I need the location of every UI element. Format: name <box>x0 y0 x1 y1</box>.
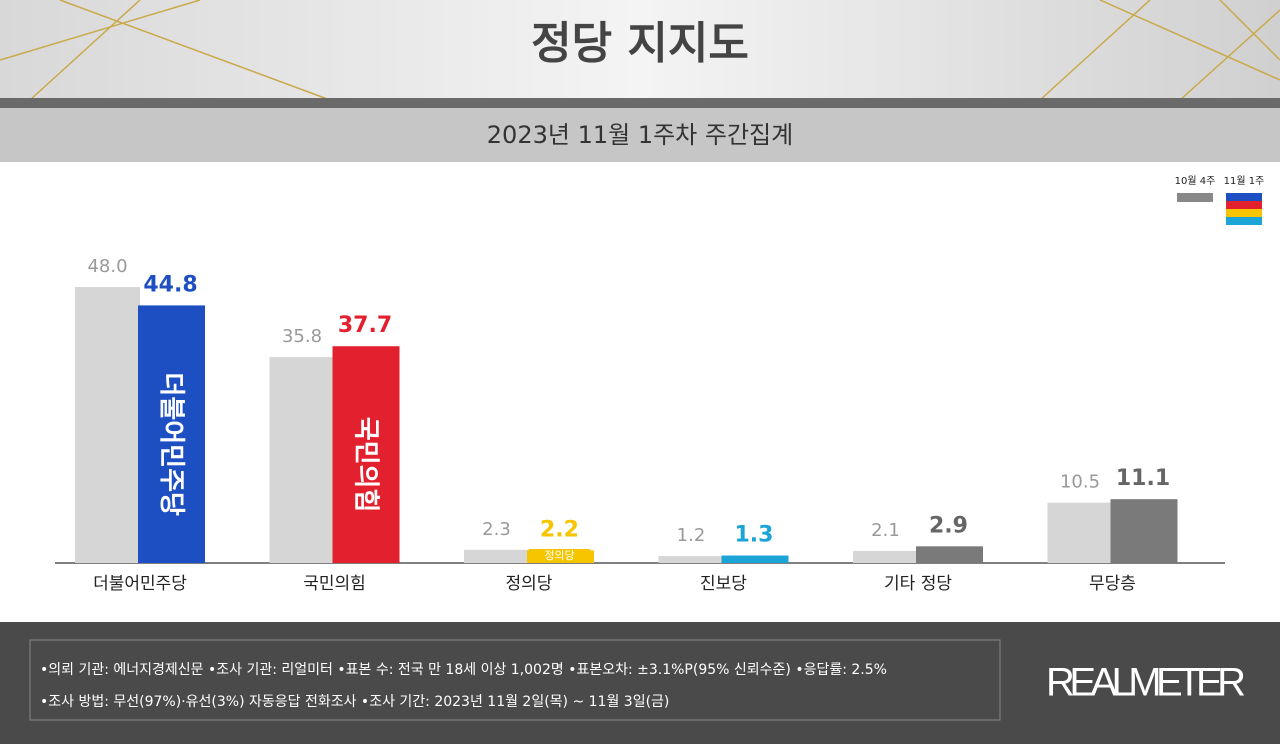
bar <box>138 305 205 563</box>
value-label: 10.5 <box>1060 472 1100 493</box>
value-label: 2.9 <box>929 513 968 538</box>
bar <box>464 549 529 563</box>
x-tick-label: 더불어민주당 <box>93 574 187 594</box>
x-tick-label: 진보당 <box>700 574 747 594</box>
bar <box>75 287 140 563</box>
bar <box>332 346 400 563</box>
bar <box>1110 499 1178 563</box>
x-tick-label: 무당층 <box>1089 574 1136 594</box>
chart-subtitle: 2023년 11월 1주차 주간집계 <box>487 121 793 149</box>
legend-swatch <box>1226 217 1262 225</box>
legend-label: 11월 1주 <box>1224 175 1265 187</box>
brand: REALMETER <box>1046 661 1246 705</box>
value-label: 2.3 <box>482 519 511 540</box>
x-tick-label: 기타 정당 <box>884 574 952 594</box>
value-label: 44.8 <box>143 272 197 297</box>
x-tick-label: 정의당 <box>506 574 553 594</box>
value-label: 1.2 <box>677 525 706 546</box>
legend-swatch <box>1226 201 1262 209</box>
value-label: 1.3 <box>735 523 774 548</box>
legend-swatch <box>1226 193 1262 201</box>
bar <box>658 556 724 563</box>
bar <box>721 555 789 563</box>
x-tick-label: 국민의힘 <box>303 574 366 594</box>
footer-box <box>29 639 1001 721</box>
value-label: 11.1 <box>1116 466 1170 491</box>
value-label: 2.1 <box>871 520 900 541</box>
header-band <box>0 98 1280 108</box>
bar-logo: 더불어민주당 <box>156 372 186 516</box>
bar-logo: 국민의힘 <box>351 417 381 513</box>
subtitle-bg <box>0 108 1280 162</box>
legend-swatch <box>1226 209 1262 217</box>
note: •의뢰 기관: 에너지경제신문 •조사 기관: 리얼미터 •표본 수: 전국 만… <box>40 662 887 678</box>
bar-logo: 정의당 <box>544 549 574 562</box>
note: •조사 방법: 무선(97%)·유선(3%) 자동응답 전화조사 •조사 기간:… <box>40 694 669 710</box>
legend-label: 10월 4주 <box>1175 175 1216 187</box>
header-bg <box>0 0 1280 100</box>
bar <box>916 546 983 563</box>
value-label: 2.2 <box>540 517 579 542</box>
bar <box>269 357 335 563</box>
chart-title: 정당 지지도 <box>531 18 749 69</box>
bar <box>1047 502 1113 563</box>
bar <box>853 550 918 563</box>
legend-swatch <box>1177 193 1213 202</box>
value-label: 48.0 <box>87 256 127 277</box>
bar-logo-bg <box>529 549 590 563</box>
footer-bg <box>0 622 1280 744</box>
value-label: 35.8 <box>282 326 322 347</box>
value-label: 37.7 <box>338 313 392 338</box>
decor-lines <box>0 0 1280 101</box>
